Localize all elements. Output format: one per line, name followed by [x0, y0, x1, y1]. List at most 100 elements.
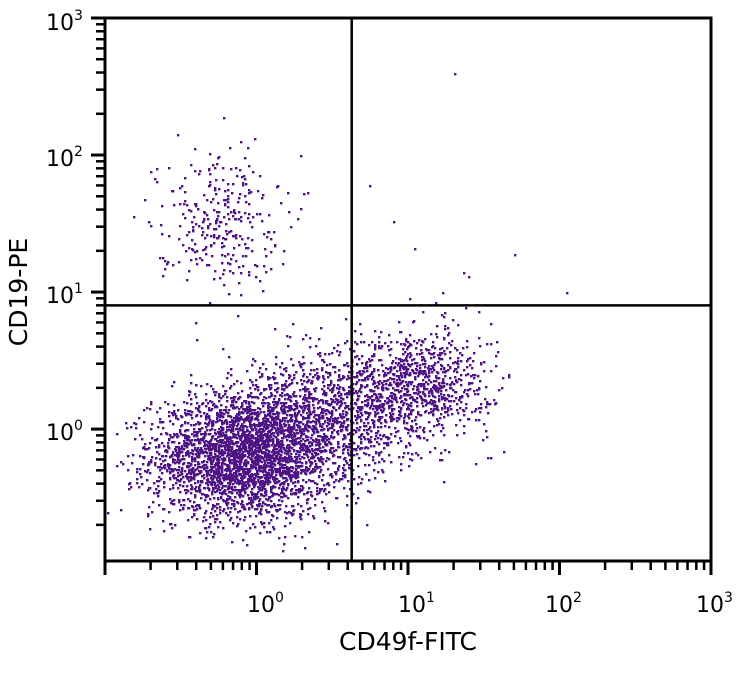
scatter-point	[239, 482, 242, 485]
scatter-point	[275, 482, 278, 485]
scatter-point	[377, 381, 380, 384]
scatter-point	[318, 445, 321, 448]
scatter-point	[323, 392, 326, 395]
scatter-point	[221, 493, 224, 496]
scatter-point	[452, 389, 455, 392]
scatter-point	[330, 398, 333, 401]
scatter-point	[277, 504, 280, 507]
scatter-point	[154, 464, 157, 467]
scatter-point	[219, 489, 222, 492]
scatter-point	[255, 379, 258, 382]
scatter-point	[237, 431, 240, 434]
scatter-point	[221, 412, 224, 415]
scatter-point	[355, 383, 358, 386]
scatter-point	[251, 506, 254, 509]
scatter-point	[198, 488, 201, 491]
scatter-point	[466, 340, 469, 343]
scatter-point	[279, 463, 282, 466]
scatter-point	[211, 479, 214, 482]
scatter-point	[467, 418, 470, 421]
scatter-point	[342, 449, 345, 452]
scatter-point	[187, 498, 190, 501]
scatter-point	[288, 377, 291, 380]
scatter-point	[344, 402, 347, 405]
scatter-point	[274, 413, 277, 416]
scatter-point	[399, 412, 402, 415]
scatter-point	[291, 426, 294, 429]
scatter-point	[191, 456, 194, 459]
scatter-point	[209, 523, 212, 526]
scatter-point	[275, 455, 278, 458]
scatter-point	[330, 416, 333, 419]
scatter-point	[340, 394, 343, 397]
scatter-point	[262, 399, 265, 402]
scatter-point	[267, 410, 270, 413]
scatter-point	[241, 404, 244, 407]
scatter-point	[443, 394, 446, 397]
scatter-point	[261, 452, 264, 455]
scatter-point	[354, 415, 357, 418]
scatter-point	[205, 519, 208, 522]
scatter-point	[245, 434, 248, 437]
scatter-point	[202, 520, 205, 523]
scatter-point	[353, 442, 356, 445]
scatter-point	[301, 536, 304, 539]
scatter-point	[199, 411, 202, 414]
scatter-point	[374, 330, 377, 333]
scatter-point	[226, 423, 229, 426]
scatter-point	[371, 390, 374, 393]
scatter-point	[208, 455, 211, 458]
scatter-point	[329, 389, 332, 392]
scatter-point	[358, 379, 361, 382]
scatter-point	[349, 488, 352, 491]
scatter-point	[276, 448, 279, 451]
scatter-point	[478, 337, 481, 340]
scatter-point	[168, 466, 171, 469]
scatter-point	[231, 442, 234, 445]
scatter-point	[381, 345, 384, 348]
scatter-point	[281, 392, 284, 395]
scatter-point	[323, 378, 326, 381]
scatter-point	[430, 357, 433, 360]
scatter-point	[253, 443, 256, 446]
scatter-point	[467, 358, 470, 361]
scatter-point	[308, 450, 311, 453]
scatter-point	[322, 423, 325, 426]
scatter-point	[216, 472, 219, 475]
scatter-point	[230, 470, 233, 473]
scatter-point	[245, 400, 248, 403]
scatter-point	[251, 458, 254, 461]
scatter-point	[290, 478, 293, 481]
scatter-point	[302, 375, 305, 378]
scatter-point	[312, 404, 315, 407]
scatter-point	[430, 368, 433, 371]
scatter-point	[241, 468, 244, 471]
scatter-point	[415, 392, 418, 395]
scatter-point	[205, 510, 208, 513]
scatter-point	[173, 441, 176, 444]
scatter-point	[297, 461, 300, 464]
scatter-point	[246, 429, 249, 432]
scatter-point	[215, 487, 218, 490]
scatter-point	[420, 370, 423, 373]
scatter-point	[365, 363, 368, 366]
scatter-point	[199, 452, 202, 455]
scatter-point	[316, 467, 319, 470]
scatter-point	[147, 463, 150, 466]
scatter-point	[268, 496, 271, 499]
scatter-point	[312, 430, 315, 433]
scatter-point	[410, 410, 413, 413]
scatter-point	[195, 474, 198, 477]
scatter-point	[302, 470, 305, 473]
scatter-point	[248, 437, 251, 440]
scatter-point	[178, 501, 181, 504]
scatter-point	[270, 461, 273, 464]
scatter-point	[266, 418, 269, 421]
scatter-point	[403, 452, 406, 455]
scatter-point	[306, 451, 309, 454]
scatter-point	[342, 472, 345, 475]
scatter-point	[403, 417, 406, 420]
scatter-point	[320, 451, 323, 454]
scatter-point	[399, 367, 402, 370]
scatter-point	[446, 411, 449, 414]
